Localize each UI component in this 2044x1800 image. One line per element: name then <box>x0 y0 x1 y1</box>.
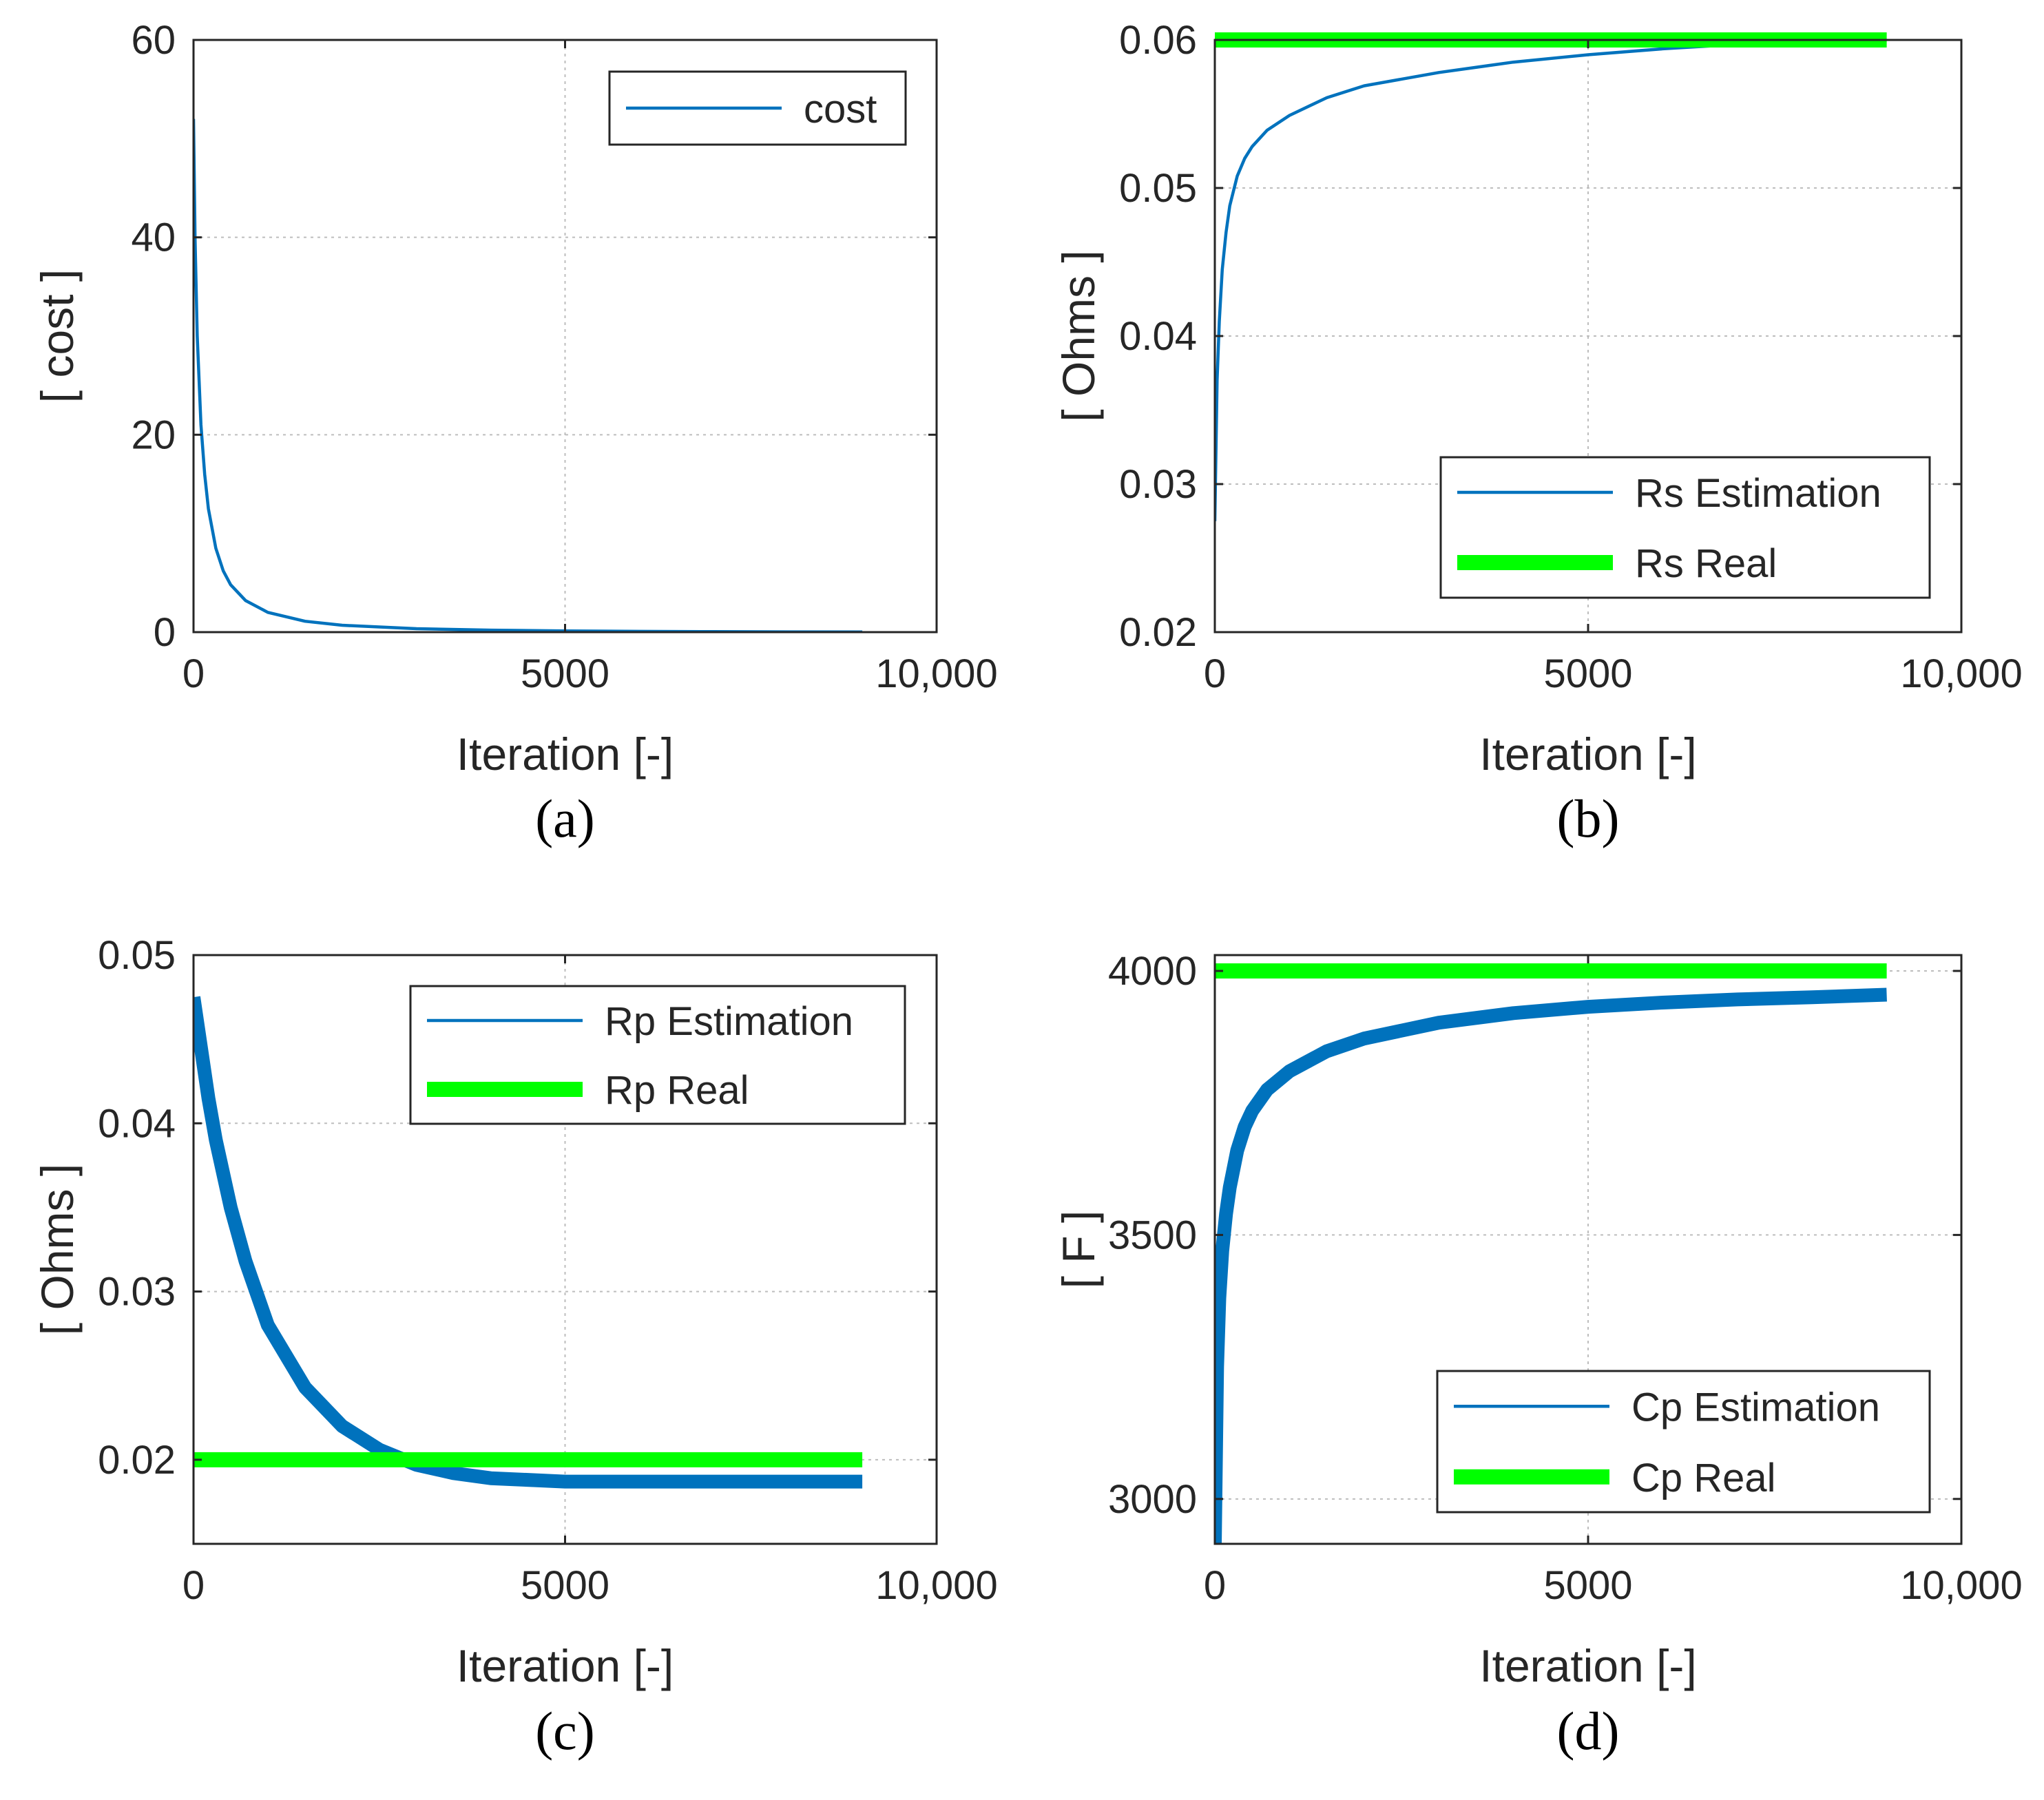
y-tick-label: 40 <box>131 216 176 260</box>
legend-label: Rs Estimation <box>1635 471 1881 516</box>
y-tick-label: 0.05 <box>98 933 176 978</box>
legend-label: Cp Estimation <box>1631 1385 1880 1430</box>
y-axis-label: [ Ohms ] <box>32 1164 83 1335</box>
panel-caption: (d) <box>1557 1701 1620 1761</box>
legend-box <box>1439 456 1931 599</box>
x-tick-label: 0 <box>182 1563 205 1608</box>
legend: Cp Estimation Cp Real <box>1436 1370 1931 1514</box>
y-tick-label: 3000 <box>1108 1477 1197 1522</box>
y-tick-label: 0.02 <box>1119 610 1197 655</box>
charts-root: 0 5000 10,000 0 20 40 60 Iteration [-] [ cost ] (… <box>32 18 2023 1761</box>
chart-panel-a: 0 5000 10,000 0 20 40 60 Iteration [-] [ cost ] (… <box>32 18 998 848</box>
x-tick-label: 0 <box>1204 651 1226 696</box>
x-tick-label: 5000 <box>1543 651 1632 696</box>
series-line-rp-estimation <box>194 996 863 1489</box>
y-tick-label: 4000 <box>1108 949 1197 994</box>
panel-caption: (b) <box>1557 788 1620 848</box>
legend-label: Rp Real <box>605 1068 749 1113</box>
x-axis-label: Iteration [-] <box>457 1640 674 1691</box>
y-tick-label: 0.02 <box>98 1438 176 1483</box>
x-tick-label: 0 <box>1204 1563 1226 1608</box>
x-tick-label: 5000 <box>521 1563 609 1608</box>
legend-label: cost <box>804 87 877 132</box>
series-group <box>1215 963 1887 1544</box>
x-tick-label: 10,000 <box>1900 1563 2022 1608</box>
x-tick-label: 5000 <box>1543 1563 1632 1608</box>
series-line-cp-estimation <box>1215 987 1887 1544</box>
y-tick-label: 0.04 <box>1119 314 1197 359</box>
y-tick-label: 0.03 <box>1119 462 1197 507</box>
y-tick-label: 3500 <box>1108 1213 1197 1257</box>
chart-panel-c: 0 5000 10,000 0.02 0.03 0.04 0.05 Iteration [-]… <box>32 933 998 1761</box>
x-tick-label: 10,000 <box>875 651 997 696</box>
y-tick-label: 0 <box>154 610 176 655</box>
legend: Rs Estimation Rs Real <box>1439 456 1931 599</box>
legend-box <box>409 985 906 1125</box>
chart-panel-b: 0 5000 10,000 0.02 0.03 0.04 0.05 0.06 Iteration… <box>1053 18 2023 848</box>
legend-label: Rp Estimation <box>605 999 853 1044</box>
y-tick-label: 0.04 <box>98 1101 176 1146</box>
legend: cost <box>608 70 907 146</box>
y-tick-label: 20 <box>131 412 176 457</box>
y-axis-label: [ F ] <box>1053 1211 1104 1289</box>
x-tick-label: 0 <box>182 651 205 696</box>
x-tick-label: 10,000 <box>875 1563 997 1608</box>
legend-label: Cp Real <box>1631 1456 1776 1500</box>
legend: Rp Estimation Rp Real <box>409 985 906 1125</box>
chart-panel-d: 0 5000 10,000 3000 3500 4000 Iteration [-] [ F … <box>1053 949 2023 1761</box>
x-axis-label: Iteration [-] <box>457 729 674 779</box>
y-tick-label: 0.06 <box>1119 18 1197 63</box>
panel-caption: (a) <box>535 788 595 848</box>
series-group <box>194 996 863 1489</box>
x-tick-label: 5000 <box>521 651 609 696</box>
panel-caption: (c) <box>535 1701 595 1761</box>
y-tick-label: 0.03 <box>98 1270 176 1315</box>
y-tick-label: 0.05 <box>1119 166 1197 211</box>
series-line-rs-estimation <box>1215 38 1887 521</box>
x-tick-label: 10,000 <box>1900 651 2022 696</box>
legend-label: Rs Real <box>1635 541 1777 586</box>
y-axis-label: [ cost ] <box>32 269 83 403</box>
x-axis-label: Iteration [-] <box>1479 1640 1696 1691</box>
x-axis-label: Iteration [-] <box>1479 729 1696 779</box>
y-tick-label: 60 <box>131 18 176 63</box>
legend-box <box>1436 1370 1931 1514</box>
y-axis-label: [ Ohms ] <box>1053 250 1104 421</box>
